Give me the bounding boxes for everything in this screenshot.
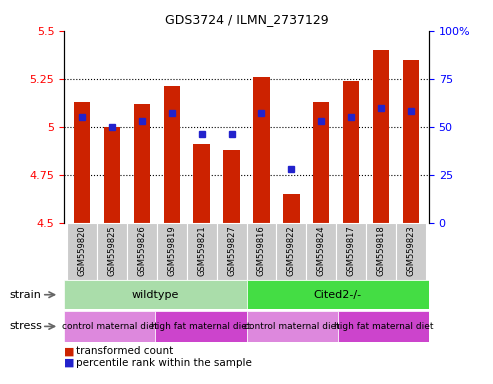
Bar [253, 77, 270, 223]
Bar [104, 127, 120, 223]
Text: GSM559826: GSM559826 [138, 226, 146, 276]
Text: GSM559817: GSM559817 [347, 226, 355, 276]
Text: ■: ■ [64, 346, 74, 356]
Bar [313, 102, 329, 223]
Bar [157, 223, 187, 280]
Bar [366, 223, 396, 280]
Text: GSM559821: GSM559821 [197, 226, 206, 276]
Bar [277, 223, 306, 280]
Bar [64, 280, 246, 309]
Text: percentile rank within the sample: percentile rank within the sample [76, 358, 252, 368]
Bar [396, 223, 426, 280]
Text: stress: stress [10, 321, 43, 331]
Text: GSM559823: GSM559823 [406, 226, 416, 276]
Bar [164, 86, 180, 223]
Bar [67, 223, 97, 280]
Bar [134, 104, 150, 223]
Text: control maternal diet: control maternal diet [244, 322, 340, 331]
Bar [246, 311, 338, 342]
Bar [306, 223, 336, 280]
Text: GSM559816: GSM559816 [257, 226, 266, 276]
Text: control maternal diet: control maternal diet [62, 322, 158, 331]
Bar [246, 223, 277, 280]
Text: GDS3724 / ILMN_2737129: GDS3724 / ILMN_2737129 [165, 13, 328, 26]
Bar [216, 223, 246, 280]
Bar [403, 60, 419, 223]
Text: GSM559819: GSM559819 [167, 226, 176, 276]
Bar [343, 81, 359, 223]
Bar [373, 50, 389, 223]
Text: GSM559820: GSM559820 [77, 226, 87, 276]
Bar [74, 102, 90, 223]
Bar [223, 150, 240, 223]
Text: Cited2-/-: Cited2-/- [314, 290, 362, 300]
Bar [283, 194, 300, 223]
Bar [336, 223, 366, 280]
Bar [97, 223, 127, 280]
Bar [155, 311, 246, 342]
Text: high fat maternal diet: high fat maternal diet [151, 322, 250, 331]
Bar [187, 223, 216, 280]
Text: GSM559824: GSM559824 [317, 226, 326, 276]
Bar [127, 223, 157, 280]
Bar [338, 311, 429, 342]
Text: GSM559825: GSM559825 [107, 226, 116, 276]
Text: transformed count: transformed count [76, 346, 174, 356]
Text: strain: strain [10, 290, 42, 300]
Text: high fat maternal diet: high fat maternal diet [334, 322, 433, 331]
Bar [193, 144, 210, 223]
Bar [246, 280, 429, 309]
Text: GSM559827: GSM559827 [227, 226, 236, 276]
Text: GSM559818: GSM559818 [377, 226, 386, 276]
Text: ■: ■ [64, 358, 74, 368]
Text: GSM559822: GSM559822 [287, 226, 296, 276]
Text: wildtype: wildtype [132, 290, 179, 300]
Bar [64, 311, 155, 342]
